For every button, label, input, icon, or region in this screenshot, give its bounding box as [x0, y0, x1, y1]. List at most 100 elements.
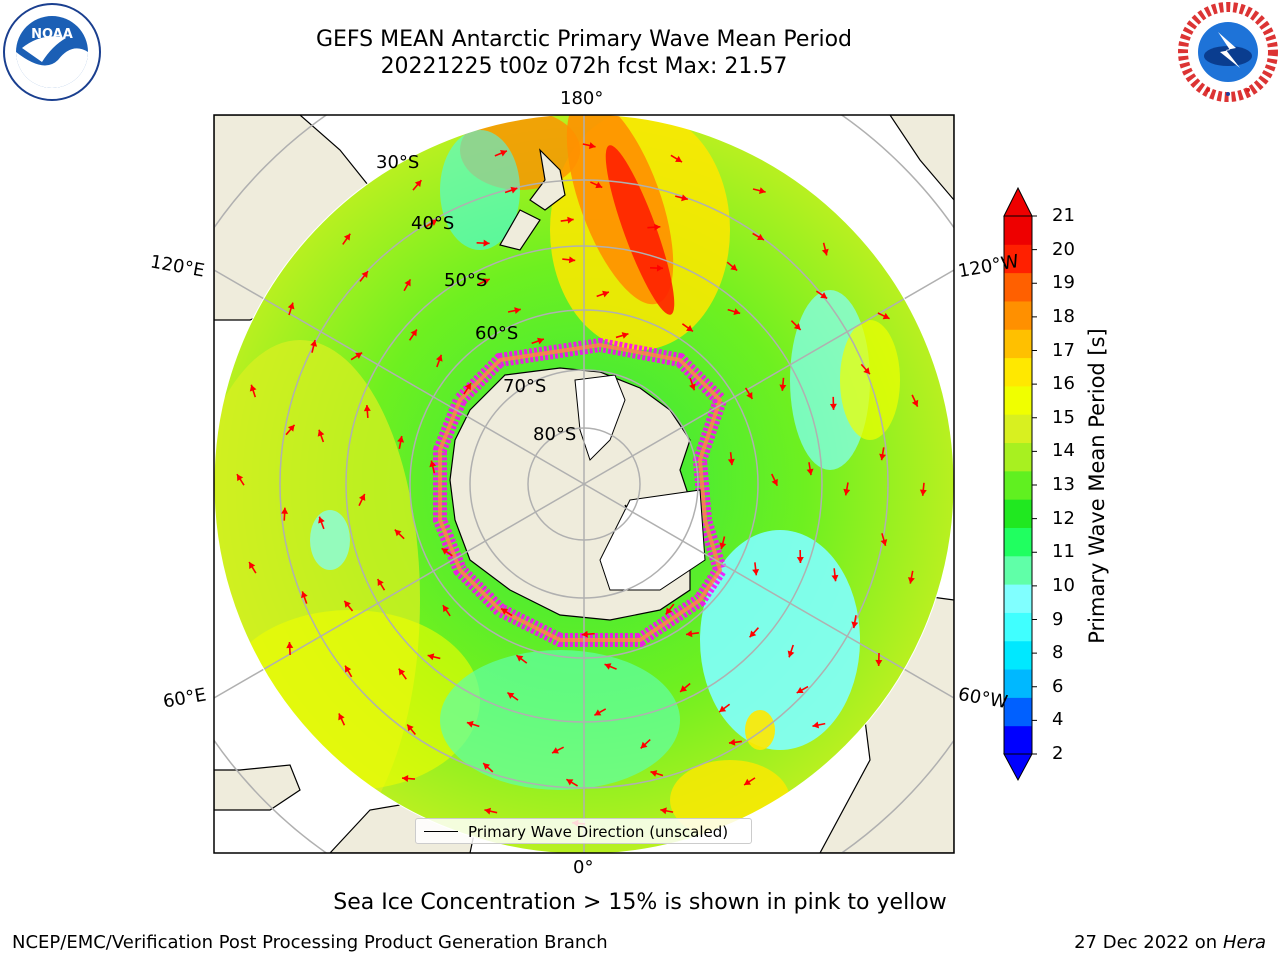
- colorbar-segment: [1004, 414, 1032, 444]
- legend-line-swatch: [424, 831, 458, 832]
- colorbar-segment: [1004, 272, 1032, 302]
- wave-arrow-head: [344, 600, 351, 608]
- wave-arrow-head: [879, 453, 887, 461]
- colorbar-tick-label: 17: [1052, 339, 1075, 361]
- wave-arrow-head: [429, 460, 437, 468]
- map-subtitle: 20221225 t00z 072h fcst Max: 21.57: [380, 54, 788, 79]
- lat-label-70s: 70°S: [503, 376, 547, 397]
- longitude-grid: [214, 115, 954, 853]
- wave-arrow-head: [689, 383, 696, 391]
- legend-label: Primary Wave Direction (unscaled): [468, 823, 729, 841]
- wave-arrow-head: [249, 384, 257, 392]
- new-zealand: [529, 148, 566, 211]
- wave-arrow-head: [863, 367, 870, 375]
- lon-label-0: 0°: [573, 857, 594, 878]
- wave-arrow-head: [343, 233, 351, 241]
- colorbar-segment: [1004, 300, 1032, 330]
- wave-arrow-head: [516, 655, 524, 662]
- wave-arrow-head: [875, 659, 883, 666]
- wave-arrow-head: [281, 507, 289, 514]
- colorbar-segment: [1004, 470, 1032, 500]
- wave-arrow-head: [650, 770, 658, 777]
- colorbar-tick-label: 16: [1052, 373, 1075, 395]
- map-frame: [213, 114, 955, 854]
- wave-arrow-head: [377, 579, 384, 587]
- wave-arrow-head: [719, 705, 727, 713]
- wave-arrow-head: [568, 256, 576, 264]
- wave-arrow-head: [404, 279, 411, 287]
- wave-arrow-head: [654, 223, 661, 231]
- colorbar-segment: [1004, 499, 1032, 528]
- wave-arrow-head: [286, 642, 294, 649]
- colorbar-segment: [1004, 640, 1032, 670]
- wave-arrow-head: [581, 630, 588, 638]
- wave-arrow-head: [287, 302, 295, 310]
- wave-arrow-head: [566, 779, 574, 786]
- wave-arrow-head: [345, 665, 352, 673]
- colorbar-segment: [1004, 216, 1032, 245]
- colorbar-max-extension: [1003, 186, 1033, 217]
- colorbar-min-extension: [1003, 753, 1033, 782]
- wave-arrow-head: [686, 325, 693, 332]
- wave-arrow-head: [806, 468, 814, 476]
- wave-arrow-head: [482, 278, 490, 285]
- map-legend: Primary Wave Direction (unscaled): [415, 818, 752, 844]
- colorbar-segment: [1004, 329, 1032, 359]
- wave-arrow-head: [398, 668, 406, 676]
- colorbar-segment: [1004, 527, 1032, 557]
- colorbar-tick-label: 18: [1052, 305, 1075, 327]
- wave-arrow-head: [338, 713, 345, 721]
- colorbar: [1003, 186, 1037, 782]
- wave-arrow-head: [363, 405, 371, 412]
- colorbar-label: Primary Wave Mean Period [s]: [1085, 328, 1109, 644]
- wave-arrow-head: [588, 142, 596, 149]
- colorbar-tick-label: 11: [1052, 541, 1075, 563]
- lat-label-30s: 30°S: [376, 152, 420, 173]
- colorbar-tick-label: 9: [1052, 608, 1064, 630]
- wave-arrow-head: [236, 474, 244, 482]
- wave-arrow-head: [752, 568, 760, 576]
- colorbar-tick-label: 21: [1052, 205, 1075, 226]
- wave-arrow-head: [317, 429, 325, 437]
- wave-arrow-head: [394, 529, 402, 537]
- colorbar-tick-label: 6: [1052, 675, 1064, 697]
- wave-arrow-head: [567, 216, 574, 224]
- wave-arrow-head: [746, 392, 753, 399]
- wave-arrow-head: [249, 562, 256, 569]
- noaa-logo: NOAA: [3, 3, 101, 101]
- wave-arrow-head: [719, 542, 727, 550]
- wave-arrow-head: [882, 312, 890, 320]
- footer-host: Hera: [1222, 932, 1266, 953]
- wave-arrow-head: [483, 239, 490, 247]
- wave-arrow-head: [675, 155, 683, 163]
- wave-arrow-head: [621, 332, 629, 339]
- colorbar-tick-label: 14: [1052, 440, 1075, 462]
- wave-arrow-head: [441, 548, 449, 555]
- colorbar-tick-label: 10: [1052, 574, 1075, 596]
- wave-arrow-head: [787, 650, 795, 658]
- colorbar-segment: [1004, 612, 1032, 642]
- lat-label-40s: 40°S: [411, 213, 455, 234]
- wave-arrow-head: [358, 494, 366, 501]
- wave-arrow-head: [287, 424, 295, 432]
- wave-arrow-head: [851, 621, 859, 629]
- wave-arrow-head: [907, 577, 915, 584]
- wave-arrow-head: [665, 607, 673, 615]
- wave-arrow-head: [771, 478, 778, 486]
- colorbar-segment: [1004, 555, 1032, 585]
- wave-arrow-head: [501, 608, 509, 615]
- wave-arrow-head: [796, 686, 804, 694]
- wave-arrow-head: [510, 186, 518, 194]
- wave-arrow-head: [410, 329, 417, 337]
- colorbar-tick-label: 2: [1052, 743, 1064, 764]
- wave-arrow-head: [427, 653, 435, 661]
- colorbar-tick-label: 15: [1052, 406, 1075, 428]
- wave-arrow-head: [500, 149, 507, 157]
- wave-arrow-head: [812, 721, 820, 729]
- colorbar-segment: [1004, 669, 1032, 698]
- wave-arrow-head: [301, 591, 308, 599]
- wave-arrow-head: [744, 778, 752, 785]
- footer-credit: NCEP/EMC/Verification Post Processing Pr…: [12, 932, 608, 953]
- wave-arrow-head: [430, 219, 438, 226]
- colorbar-segment: [1004, 725, 1032, 755]
